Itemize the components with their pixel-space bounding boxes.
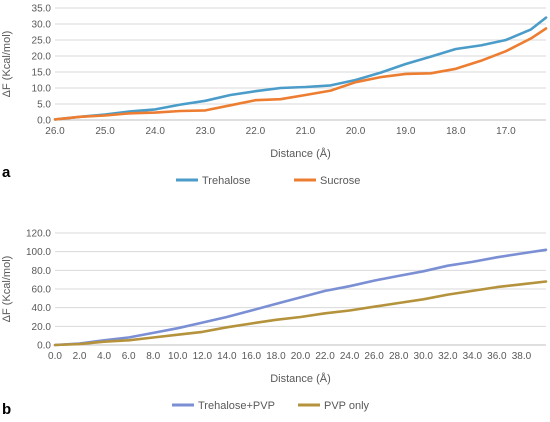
x-tick-label: 26.0	[364, 351, 384, 362]
y-tick-label: 10.0	[32, 84, 52, 95]
y-tick-label: 40.0	[32, 303, 52, 314]
y-tick-label: 0.0	[37, 116, 51, 127]
x-tick-label: 26.0	[45, 126, 65, 137]
x-tick-label: 22.0	[246, 126, 266, 137]
x-tick-label: 24.0	[145, 126, 165, 137]
y-axis-title: ΔF (Kcal/mol)	[1, 256, 13, 323]
legend-item: Sucrose	[294, 175, 360, 187]
x-tick-label: 20.0	[346, 126, 366, 137]
series-line-sucrose	[53, 27, 548, 121]
legend-item: Trehalose+PVP	[172, 400, 275, 412]
legend-label: Trehalose+PVP	[198, 400, 275, 412]
x-tick-label: 21.0	[296, 126, 316, 137]
y-tick-label: 15.0	[32, 68, 52, 79]
x-tick-label: 28.0	[389, 351, 409, 362]
x-axis-title: Distance (Å)	[270, 147, 331, 160]
x-tick-label: 38.0	[512, 351, 532, 362]
x-tick-label: 25.0	[95, 126, 115, 137]
panel-label: a	[2, 164, 11, 181]
y-tick-label: 25.0	[32, 36, 52, 47]
x-tick-label: 20.0	[291, 351, 311, 362]
x-tick-label: 36.0	[487, 351, 507, 362]
y-tick-label: 5.0	[37, 100, 51, 111]
series-line-trehalose	[53, 16, 548, 121]
x-tick-label: 22.0	[315, 351, 335, 362]
x-tick-label: 10.0	[168, 351, 188, 362]
x-tick-label: 19.0	[396, 126, 416, 137]
x-axis-title: Distance (Å)	[270, 372, 331, 385]
legend-item: PVP only	[298, 400, 370, 412]
legend-label: Trehalose	[202, 175, 251, 187]
series-line-pvp-only	[53, 280, 548, 347]
y-tick-label: 100.0	[26, 247, 51, 258]
x-tick-label: 32.0	[438, 351, 458, 362]
x-tick-label: 23.0	[196, 126, 216, 137]
x-tick-label: 0.0	[48, 351, 62, 362]
y-tick-label: 80.0	[32, 266, 52, 277]
x-tick-label: 8.0	[146, 351, 160, 362]
x-tick-label: 18.0	[446, 126, 466, 137]
x-tick-label: 14.0	[217, 351, 237, 362]
x-tick-label: 18.0	[266, 351, 286, 362]
x-tick-label: 16.0	[242, 351, 262, 362]
x-tick-label: 34.0	[463, 351, 483, 362]
x-tick-label: 30.0	[414, 351, 434, 362]
y-tick-label: 20.0	[32, 52, 52, 63]
legend-item: Trehalose	[176, 175, 251, 187]
y-tick-label: 120.0	[26, 229, 51, 240]
x-tick-label: 24.0	[340, 351, 360, 362]
y-tick-label: 35.0	[32, 4, 52, 15]
y-tick-label: 20.0	[32, 322, 52, 333]
y-axis-title: ΔF (Kcal/mol)	[1, 31, 13, 98]
x-tick-label: 2.0	[73, 351, 87, 362]
y-tick-label: 0.0	[37, 341, 51, 352]
x-tick-label: 17.0	[496, 126, 516, 137]
y-tick-label: 60.0	[32, 285, 52, 296]
legend-label: Sucrose	[320, 175, 360, 187]
x-tick-label: 4.0	[97, 351, 111, 362]
x-tick-label: 6.0	[122, 351, 136, 362]
y-tick-label: 30.0	[32, 20, 52, 31]
chart-panel-a: 0.0 5.0 10.0 15.0 20.0 25.0 30.0 35.0 26.0 25.0 24…	[1, 4, 548, 187]
chart-panel-b: 0.0 20.0 40.0 60.0 80.0 100.0 120.0 0.0 2.0 4.0 6.…	[1, 229, 548, 418]
legend-label: PVP only	[324, 400, 370, 412]
series-line-trehalose-pvp	[53, 248, 548, 347]
panel-label: b	[2, 401, 11, 418]
x-tick-label: 12.0	[193, 351, 213, 362]
